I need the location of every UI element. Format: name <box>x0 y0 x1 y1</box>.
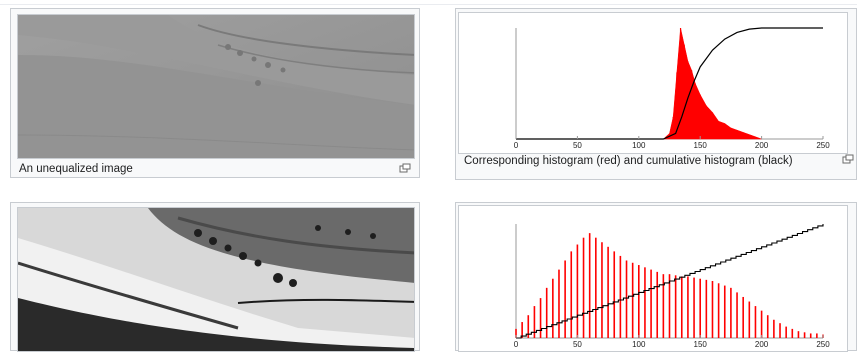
x-tick-label: 150 <box>694 141 708 150</box>
cumulative-line <box>516 224 824 339</box>
x-tick-label: 250 <box>816 340 830 349</box>
x-tick-label: 250 <box>816 141 830 150</box>
x-tick-label: 50 <box>573 340 582 349</box>
unequalized-image[interactable] <box>17 14 415 159</box>
caption-unequalized: An unequalized image <box>19 163 133 175</box>
x-tick-label: 200 <box>755 141 769 150</box>
histogram-chart-unequalized[interactable]: 0 50 100 150 200 250 <box>458 12 848 154</box>
caption-histogram: Corresponding histogram (red) and cumula… <box>464 155 793 167</box>
chart-svg-unequalized: 0 50 100 150 200 250 <box>514 27 830 150</box>
x-tick-label: 100 <box>632 340 646 349</box>
thumbnail-histogram-unequalized: 0 50 100 150 200 250 Corresponding histogram … <box>455 8 857 180</box>
chart-svg-equalized: 0 50 100 150 200 250 <box>514 224 830 349</box>
thumbnail-unequalized: An unequalized image <box>10 8 420 178</box>
thumbnail-histogram-equalized: 0 50 100 150 200 250 <box>455 202 857 352</box>
equalized-image[interactable] <box>17 207 415 352</box>
magnify-icon[interactable] <box>842 154 854 164</box>
magnify-icon[interactable] <box>399 163 411 173</box>
x-tick-label: 100 <box>632 141 646 150</box>
x-tick-label: 200 <box>755 340 769 349</box>
x-tick-label: 0 <box>514 340 519 349</box>
x-tick-label: 0 <box>514 141 519 150</box>
x-tick-label: 150 <box>694 340 708 349</box>
thumbnail-equalized <box>10 202 420 352</box>
histogram-chart-equalized[interactable]: 0 50 100 150 200 250 <box>458 205 848 352</box>
top-divider <box>0 4 857 5</box>
x-tick-label: 50 <box>573 141 582 150</box>
cumulative-line <box>516 27 823 140</box>
